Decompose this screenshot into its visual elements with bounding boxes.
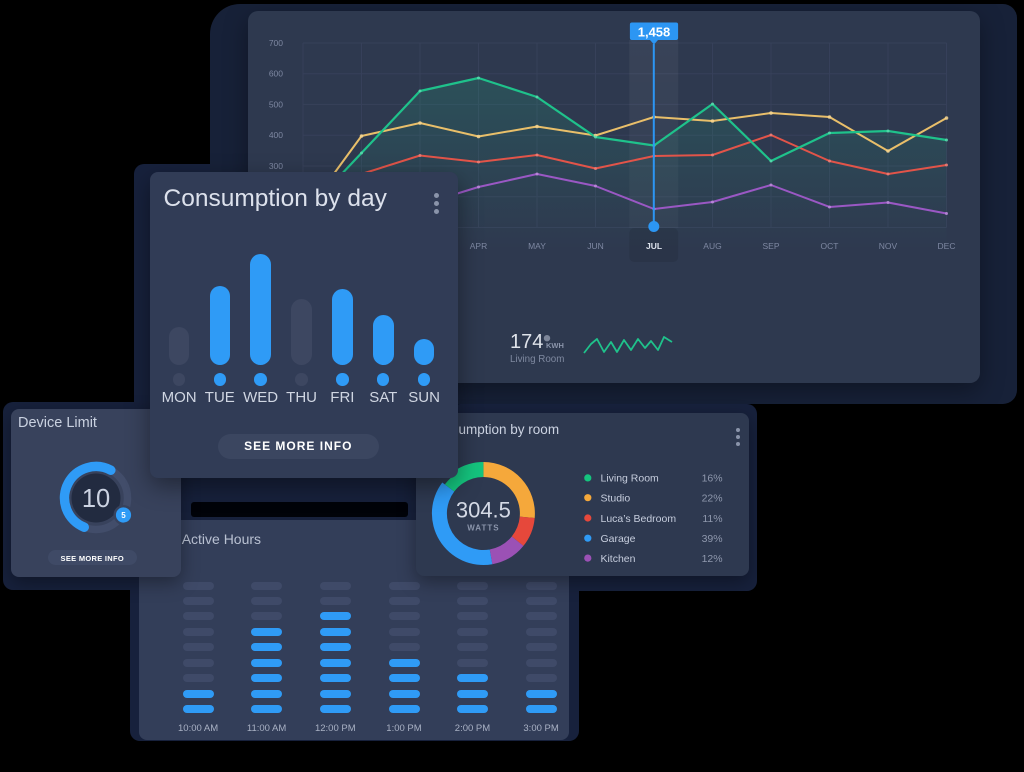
- svg-text:5: 5: [121, 510, 126, 519]
- svg-text:MAY: MAY: [528, 241, 546, 251]
- svg-text:DEC: DEC: [938, 241, 956, 251]
- svg-text:22%: 22%: [702, 493, 723, 504]
- svg-text:10: 10: [82, 485, 110, 513]
- svg-text:SEP: SEP: [763, 241, 780, 251]
- svg-text:KWH: KWH: [546, 341, 564, 350]
- svg-text:304.5: 304.5: [456, 497, 511, 522]
- svg-text:Garage: Garage: [600, 533, 635, 544]
- svg-text:12%: 12%: [702, 553, 723, 564]
- svg-text:Studio: Studio: [600, 493, 630, 504]
- svg-text:500: 500: [269, 99, 283, 109]
- svg-text:600: 600: [269, 69, 283, 79]
- svg-text:16%: 16%: [702, 473, 723, 484]
- svg-text:300: 300: [269, 161, 283, 171]
- svg-text:OCT: OCT: [821, 241, 839, 251]
- svg-text:700: 700: [269, 38, 283, 48]
- svg-text:39%: 39%: [702, 533, 723, 544]
- svg-text:11%: 11%: [702, 513, 722, 524]
- svg-text:174: 174: [510, 331, 543, 353]
- svg-text:JUL: JUL: [646, 241, 662, 251]
- svg-text:AUG: AUG: [703, 241, 721, 251]
- svg-text:Living Room: Living Room: [600, 473, 659, 484]
- svg-text:Luca’s Bedroom: Luca’s Bedroom: [600, 513, 676, 524]
- svg-text:Living Room: Living Room: [510, 354, 564, 365]
- svg-text:WATTS: WATTS: [467, 523, 499, 532]
- svg-text:1,458: 1,458: [638, 24, 671, 39]
- svg-text:APR: APR: [470, 241, 487, 251]
- svg-text:NOV: NOV: [879, 241, 898, 251]
- svg-text:Kitchen: Kitchen: [600, 553, 635, 564]
- svg-text:400: 400: [269, 130, 283, 140]
- svg-text:JUN: JUN: [587, 241, 604, 251]
